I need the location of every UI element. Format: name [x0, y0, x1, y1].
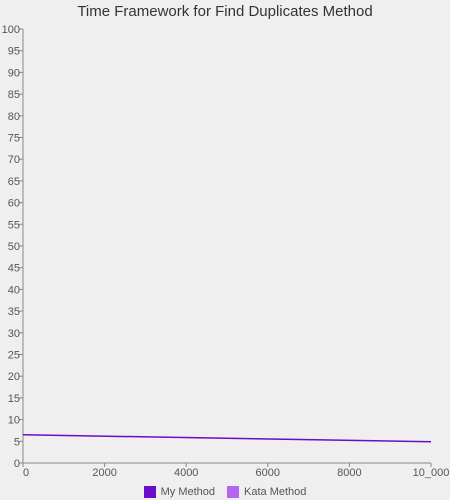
x-tick-label: 10_000 [413, 467, 450, 479]
chart-title: Time Framework for Find Duplicates Metho… [77, 3, 373, 20]
x-tick-label: 2000 [92, 467, 116, 479]
y-tick-label: 40 [8, 284, 20, 296]
y-tick-label: 0 [14, 458, 20, 470]
legend: My Method Kata Method [0, 486, 450, 498]
legend-item[interactable]: Kata Method [227, 486, 306, 498]
y-tick-label: 85 [8, 89, 20, 101]
y-tick-label: 65 [8, 176, 20, 188]
y-tick-label: 70 [8, 154, 20, 166]
y-tick-label: 30 [8, 328, 20, 340]
y-tick-label: 60 [8, 198, 20, 210]
series-line-0 [22, 434, 432, 443]
x-tick-label: 4000 [174, 467, 198, 479]
y-tick-label: 95 [8, 46, 20, 58]
y-tick-label: 20 [8, 371, 20, 383]
y-tick-label: 10 [8, 415, 20, 427]
y-tick-label: 25 [8, 350, 20, 362]
y-tick-label: 80 [8, 111, 20, 123]
y-tick-label: 100 [2, 24, 20, 36]
legend-label: Kata Method [244, 486, 307, 498]
legend-label: My Method [160, 486, 216, 498]
legend-item[interactable]: My Method [143, 486, 216, 498]
x-tick-label: 0 [23, 467, 29, 479]
x-tick-label: 8000 [337, 467, 361, 479]
series-layer [22, 434, 432, 443]
legend-swatch [227, 486, 240, 498]
x-tick-label: 6000 [256, 467, 280, 479]
y-tick-label: 35 [8, 306, 20, 318]
y-tick-label: 45 [8, 263, 20, 275]
y-tick-label: 5 [14, 436, 20, 448]
y-tick-label: 55 [8, 219, 20, 231]
legend-swatch [143, 486, 156, 498]
y-tick-label: 15 [8, 393, 20, 405]
x-axis: 0 2000 4000 6000 8000 10_000 [22, 462, 450, 479]
y-axis: 0 5 10 15 20 25 30 35 40 45 50 55 60 65 70 75 80 85 90 95 10… [2, 24, 24, 470]
y-tick-label: 50 [8, 241, 20, 253]
plot-area: 0 5 10 15 20 25 30 35 40 45 50 55 60 65 70 75 80 85 90 95 10… [2, 24, 450, 479]
y-tick-label: 90 [8, 67, 20, 79]
y-tick-label: 75 [8, 133, 20, 145]
